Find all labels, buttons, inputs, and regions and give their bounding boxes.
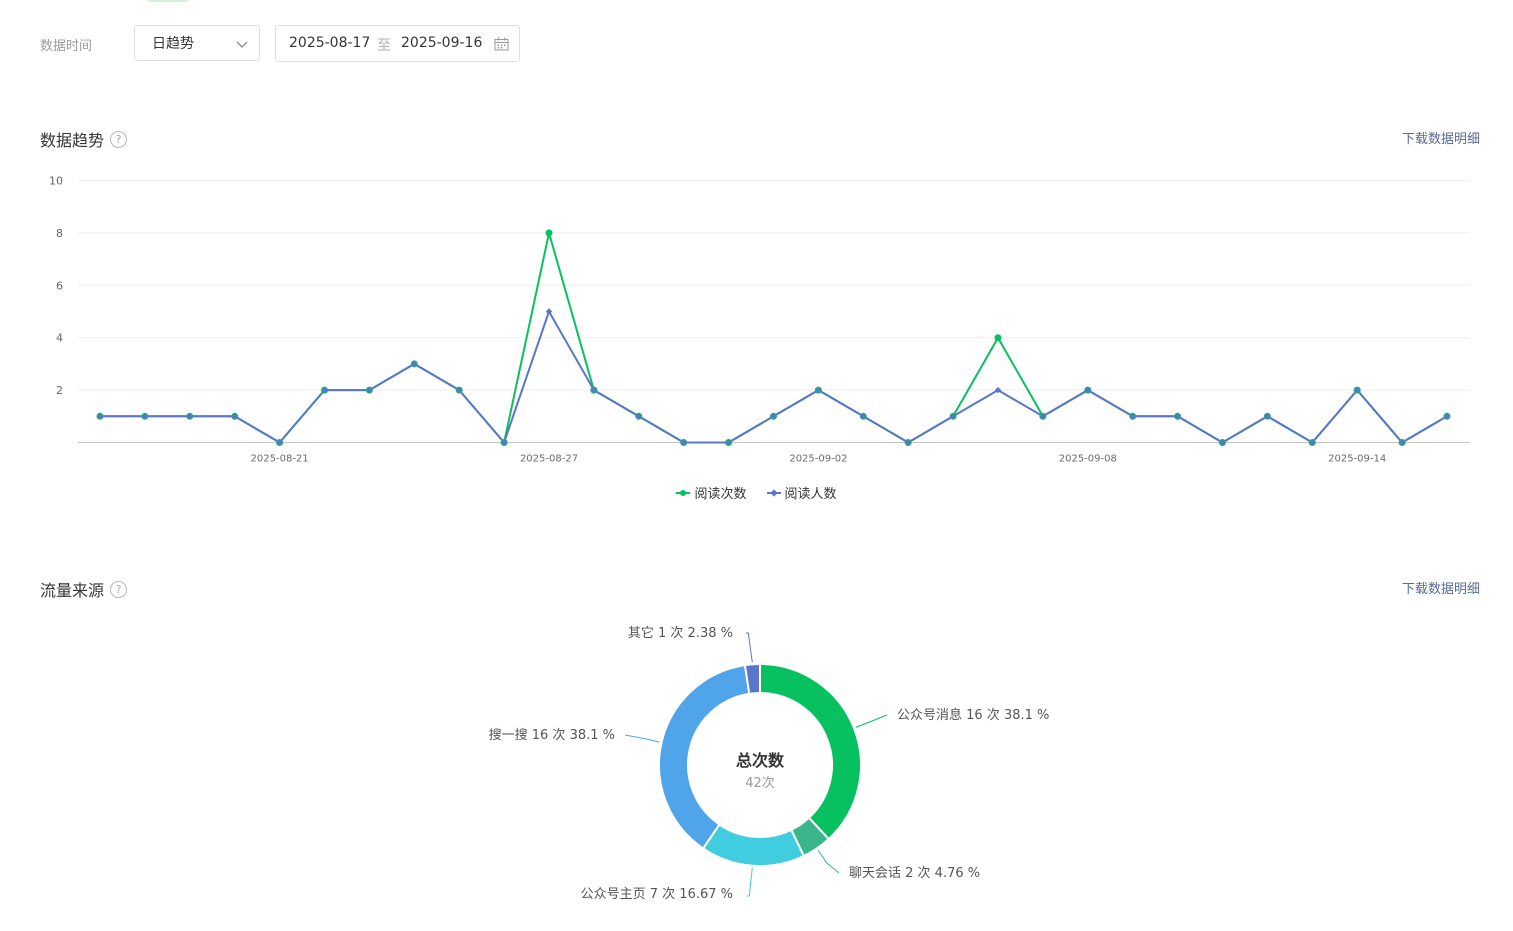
data-point-1[interactable]	[545, 229, 553, 237]
trend-line-chart: 2 4 6 8 10 2025-08-21 2025-08-27 2025-09-02 2025…	[49, 175, 1470, 465]
pie-slice-3[interactable]	[701, 823, 806, 867]
pie-slice-label-4: 搜一搜 16 次 38.1 %	[489, 727, 615, 743]
y-tick-label: 4	[56, 332, 63, 345]
data-point-2[interactable]	[456, 386, 463, 394]
date-range-picker[interactable]: 2025-08-17 至 2025-09-16	[275, 25, 520, 62]
traffic-source-donut-chart: 公众号消息 16 次 38.1 % 聊天会话 2 次 4.76 % 公众号主页 7 …	[489, 625, 1050, 902]
donut-center-total: 42次	[745, 775, 775, 791]
data-point-2[interactable]	[276, 439, 283, 446]
source-section-title: 流量来源 ?	[40, 577, 128, 601]
series-line-2	[100, 310, 1448, 444]
data-point-2[interactable]	[994, 386, 1002, 394]
data-point-2[interactable]	[366, 386, 373, 394]
legend-label-readers: 阅读人数	[784, 487, 837, 502]
pie-leader-line-2	[817, 849, 840, 874]
y-tick-label: 10	[49, 175, 63, 188]
data-point-1[interactable]	[994, 334, 1002, 342]
data-point-2[interactable]	[680, 439, 687, 446]
date-separator: 至	[377, 38, 391, 54]
pie-slice-label-2: 聊天会话 2 次 4.76 %	[849, 865, 980, 881]
x-tick-label: 2025-09-14	[1328, 454, 1386, 465]
trend-section-title: 数据趋势 ?	[40, 127, 128, 151]
data-point-2[interactable]	[500, 439, 508, 446]
data-time-label: 数据时间	[40, 39, 93, 54]
data-point-2[interactable]	[1129, 413, 1136, 420]
data-point-2[interactable]	[590, 386, 598, 394]
data-point-2[interactable]	[949, 413, 957, 420]
data-point-2[interactable]	[770, 413, 777, 420]
pie-slice-5[interactable]	[743, 662, 761, 695]
period-select[interactable]: 日趋势	[134, 25, 260, 61]
data-point-2[interactable]	[860, 413, 867, 420]
source-download-link[interactable]: 下载数据明细	[1401, 582, 1480, 597]
donut-center-title: 总次数	[736, 751, 785, 770]
top-accent-bar	[148, 0, 188, 2]
help-icon[interactable]: ?	[110, 580, 128, 598]
period-select-value: 日趋势	[152, 36, 194, 52]
trend-title-text: 数据趋势	[40, 131, 105, 150]
data-point-2[interactable]	[1219, 439, 1226, 446]
legend-swatch-reads	[676, 489, 691, 497]
data-point-2[interactable]	[635, 413, 642, 420]
trend-legend: 阅读次数 阅读人数	[0, 483, 1513, 502]
y-tick-label: 8	[56, 227, 63, 240]
data-point-2[interactable]	[1354, 386, 1361, 394]
data-point-2[interactable]	[905, 439, 912, 446]
calendar-icon[interactable]	[494, 37, 509, 51]
data-point-2[interactable]	[1443, 413, 1451, 420]
x-tick-label: 2025-08-21	[251, 454, 309, 465]
legend-swatch-readers	[766, 488, 781, 497]
trend-download-link[interactable]: 下载数据明细	[1401, 132, 1480, 147]
pie-leader-line-3	[747, 867, 753, 897]
x-tick-label: 2025-08-27	[520, 454, 578, 465]
pie-leader-line-5	[746, 632, 753, 663]
data-point-2[interactable]	[1174, 413, 1181, 420]
pie-slice-label-1: 公众号消息 16 次 38.1 %	[897, 707, 1049, 723]
data-point-2[interactable]	[545, 308, 553, 315]
data-point-2[interactable]	[321, 386, 328, 394]
x-tick-label: 2025-09-02	[789, 454, 847, 465]
date-start-input[interactable]: 2025-08-17	[289, 35, 371, 51]
data-point-2[interactable]	[1398, 439, 1406, 446]
y-tick-label: 6	[56, 279, 63, 292]
date-end-input[interactable]: 2025-09-16	[401, 35, 483, 51]
pie-leader-line-1	[855, 714, 888, 728]
data-point-2[interactable]	[1084, 386, 1091, 394]
data-point-2[interactable]	[815, 386, 822, 394]
data-point-2[interactable]	[411, 360, 418, 368]
pie-leader-line-4	[624, 734, 660, 743]
chevron-down-icon	[236, 41, 248, 48]
legend-label-reads: 阅读次数	[694, 487, 747, 502]
data-point-2[interactable]	[141, 413, 149, 420]
legend-item-reads[interactable]: 阅读次数	[676, 483, 747, 502]
source-title-text: 流量来源	[40, 581, 105, 600]
data-point-2[interactable]	[725, 439, 732, 446]
help-icon[interactable]: ?	[110, 130, 128, 148]
legend-item-readers[interactable]: 阅读人数	[766, 483, 837, 502]
x-tick-label: 2025-09-08	[1059, 454, 1117, 465]
data-point-2[interactable]	[96, 413, 104, 420]
data-point-2[interactable]	[1264, 413, 1271, 420]
data-point-2[interactable]	[231, 413, 238, 420]
y-tick-label: 2	[56, 384, 63, 397]
data-point-2[interactable]	[186, 413, 193, 420]
pie-slice-label-3: 公众号主页 7 次 16.67 %	[581, 886, 733, 902]
data-point-2[interactable]	[1309, 439, 1316, 446]
data-point-2[interactable]	[1039, 413, 1047, 420]
pie-slice-label-5: 其它 1 次 2.38 %	[628, 625, 733, 641]
